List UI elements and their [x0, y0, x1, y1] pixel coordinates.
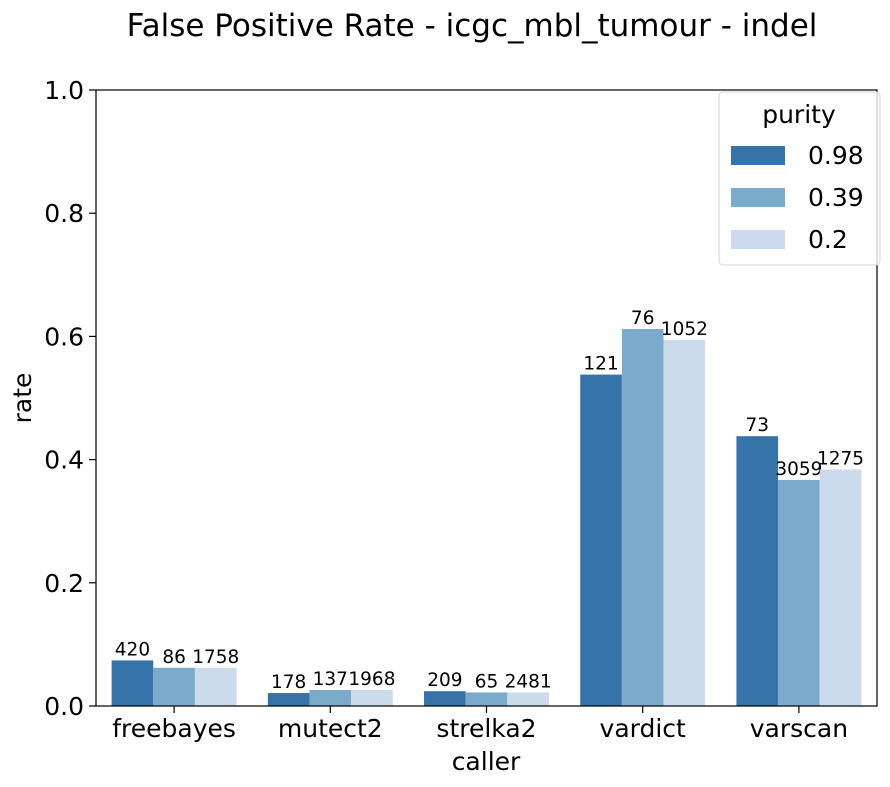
bar-strelka2-0.39 [465, 692, 508, 706]
bar-value-label: 121 [583, 354, 618, 375]
legend-swatch [731, 230, 785, 249]
bar-value-label: 178 [271, 672, 306, 693]
legend-swatch [731, 188, 785, 207]
legend-entry-label: 0.2 [808, 225, 848, 254]
bar-mutect2-0.39 [309, 689, 352, 706]
y-tick-label: 0.8 [44, 199, 84, 228]
x-axis-label: caller [452, 747, 521, 776]
legend-entry-label: 0.98 [808, 141, 864, 170]
plot-frame [95, 89, 878, 707]
bar-value-label: 65 [475, 671, 499, 692]
plot-area: 420 178 209 121 73 86 137 65 76 3059 1758 1968 2481 1… [44, 76, 864, 743]
bar-strelka2-0.2 [507, 692, 549, 706]
bar-value-label: 420 [115, 639, 150, 660]
legend: purity 0.98 0.39 0.2 [718, 91, 881, 266]
bar-strelka2-0.98 [424, 691, 466, 706]
bar-value-label: 1968 [348, 669, 395, 690]
bar-varscan-0.98 [736, 436, 779, 706]
bar-value-label: 3059 [775, 459, 822, 480]
y-tick-label: 1.0 [44, 76, 84, 105]
legend-entry-label: 0.39 [808, 183, 864, 212]
y-tick-label: 0.4 [44, 446, 84, 475]
bar-mutect2-0.2 [351, 689, 393, 706]
x-tick-label: mutect2 [278, 714, 383, 743]
x-tick-label: vardict [600, 714, 687, 743]
bar-varscan-0.2 [819, 469, 862, 706]
legend-swatch [731, 146, 785, 165]
bar-value-label: 1052 [661, 319, 708, 340]
bar-value-label: 137 [313, 669, 348, 690]
bar-freebayes-0.2 [194, 667, 237, 706]
bar-value-label: 76 [631, 308, 655, 329]
bar-vardict-0.2 [663, 340, 706, 706]
x-tick-label: strelka2 [436, 714, 536, 743]
x-tick-label: varscan [750, 714, 848, 743]
bar-freebayes-0.39 [153, 667, 195, 706]
bar-value-label: 1275 [817, 448, 864, 469]
x-tick-label: freebayes [112, 714, 236, 743]
bar-value-label: 86 [162, 647, 186, 668]
y-tick-label: 0.0 [44, 692, 84, 721]
legend-frame [718, 91, 881, 266]
bar-vardict-0.39 [621, 329, 664, 706]
y-axis-label: rate [8, 373, 37, 424]
bar-value-label: 2481 [505, 671, 552, 692]
bar-varscan-0.39 [778, 479, 820, 706]
bar-value-label: 1758 [192, 647, 239, 668]
y-tick-label: 0.2 [44, 569, 84, 598]
bar-value-label: 73 [745, 415, 769, 436]
bar-vardict-0.98 [580, 374, 622, 706]
bar-freebayes-0.98 [111, 660, 154, 706]
bar-mutect2-0.98 [267, 693, 310, 706]
y-tick-label: 0.6 [44, 322, 84, 351]
bar-value-label: 209 [427, 670, 462, 691]
chart-title: False Positive Rate - icgc_mbl_tumour - … [127, 8, 818, 44]
legend-title: purity [762, 100, 836, 129]
